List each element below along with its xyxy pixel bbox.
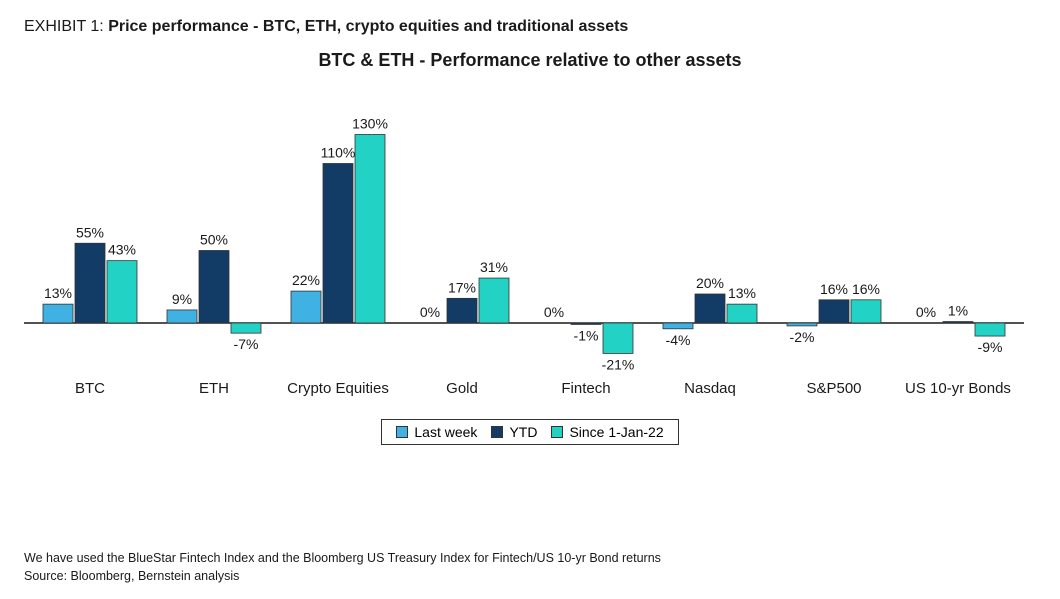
bar-value-label: 16%	[820, 281, 848, 297]
bar-value-label: 20%	[696, 275, 724, 291]
legend-label: Since 1-Jan-22	[569, 424, 663, 440]
bar	[943, 322, 973, 323]
bar-value-label: -1%	[574, 327, 599, 343]
footnote-line-1: We have used the BlueStar Fintech Index …	[24, 550, 661, 568]
bar-value-label: -4%	[666, 332, 691, 348]
bar-value-label: 50%	[200, 232, 228, 248]
bar	[291, 291, 321, 323]
exhibit-heading: EXHIBIT 1: Price performance - BTC, ETH,…	[24, 18, 1036, 36]
bar	[43, 304, 73, 323]
bar-value-label: 0%	[544, 304, 564, 320]
bar	[787, 323, 817, 326]
footnote: We have used the BlueStar Fintech Index …	[24, 550, 661, 585]
exhibit-title: Price performance - BTC, ETH, crypto equ…	[108, 18, 628, 35]
category-label: US 10-yr Bonds	[905, 380, 1011, 397]
bar	[231, 323, 261, 333]
category-label: Nasdaq	[684, 380, 736, 397]
bar-value-label: -7%	[234, 336, 259, 352]
category-label: Gold	[446, 380, 478, 397]
footnote-line-2: Source: Bloomberg, Bernstein analysis	[24, 568, 661, 586]
category-label: S&P500	[806, 380, 861, 397]
legend-item: Last week	[396, 424, 477, 440]
bar-chart: 13% 55%43% BTC 9% 50% -7% ETH 22% 110% 130% Crypto…	[24, 83, 1024, 413]
bar	[167, 310, 197, 323]
chart-title: BTC & ETH - Performance relative to othe…	[24, 50, 1036, 71]
bar-value-label: 110%	[321, 145, 356, 161]
bar	[107, 261, 137, 323]
bar	[603, 323, 633, 353]
category-label: Crypto Equities	[287, 380, 389, 397]
bar-value-label: 43%	[108, 242, 136, 258]
legend: Last week YTD Since 1-Jan-22	[381, 419, 678, 445]
bar	[819, 300, 849, 323]
legend-item: YTD	[491, 424, 537, 440]
bar-value-label: 22%	[292, 272, 320, 288]
category-label: Fintech	[561, 380, 610, 397]
bar	[323, 164, 353, 324]
bar-value-label: -9%	[978, 339, 1003, 355]
bar-value-label: 1%	[948, 303, 968, 319]
legend-container: Last week YTD Since 1-Jan-22	[24, 419, 1036, 445]
bar	[663, 323, 693, 329]
bar-value-label: 13%	[728, 285, 756, 301]
category-label: BTC	[75, 380, 105, 397]
legend-swatch	[396, 426, 408, 438]
bar	[447, 298, 477, 323]
bar-value-label: -21%	[602, 356, 635, 372]
bar	[571, 323, 601, 324]
bar-value-label: 16%	[852, 281, 880, 297]
bar	[695, 294, 725, 323]
bar	[727, 304, 757, 323]
bar-value-label: 0%	[420, 304, 440, 320]
bar	[975, 323, 1005, 336]
chart-area: 13% 55%43% BTC 9% 50% -7% ETH 22% 110% 130% Crypto…	[24, 83, 1036, 445]
legend-item: Since 1-Jan-22	[551, 424, 663, 440]
bar	[355, 135, 385, 324]
legend-swatch	[491, 426, 503, 438]
bar	[75, 243, 105, 323]
bar	[199, 251, 229, 324]
category-label: ETH	[199, 380, 229, 397]
legend-label: Last week	[414, 424, 477, 440]
bar-value-label: 13%	[44, 285, 72, 301]
exhibit-label: EXHIBIT 1:	[24, 18, 108, 35]
bar	[851, 300, 881, 323]
bar-value-label: 55%	[76, 224, 104, 240]
legend-label: YTD	[509, 424, 537, 440]
bar-value-label: 130%	[352, 116, 388, 132]
bar-value-label: 31%	[480, 259, 508, 275]
bar-value-label: 9%	[172, 291, 192, 307]
bar-value-label: 17%	[448, 279, 476, 295]
bar	[479, 278, 509, 323]
legend-swatch	[551, 426, 563, 438]
bar-value-label: -2%	[790, 329, 815, 345]
bar-value-label: 0%	[916, 304, 936, 320]
